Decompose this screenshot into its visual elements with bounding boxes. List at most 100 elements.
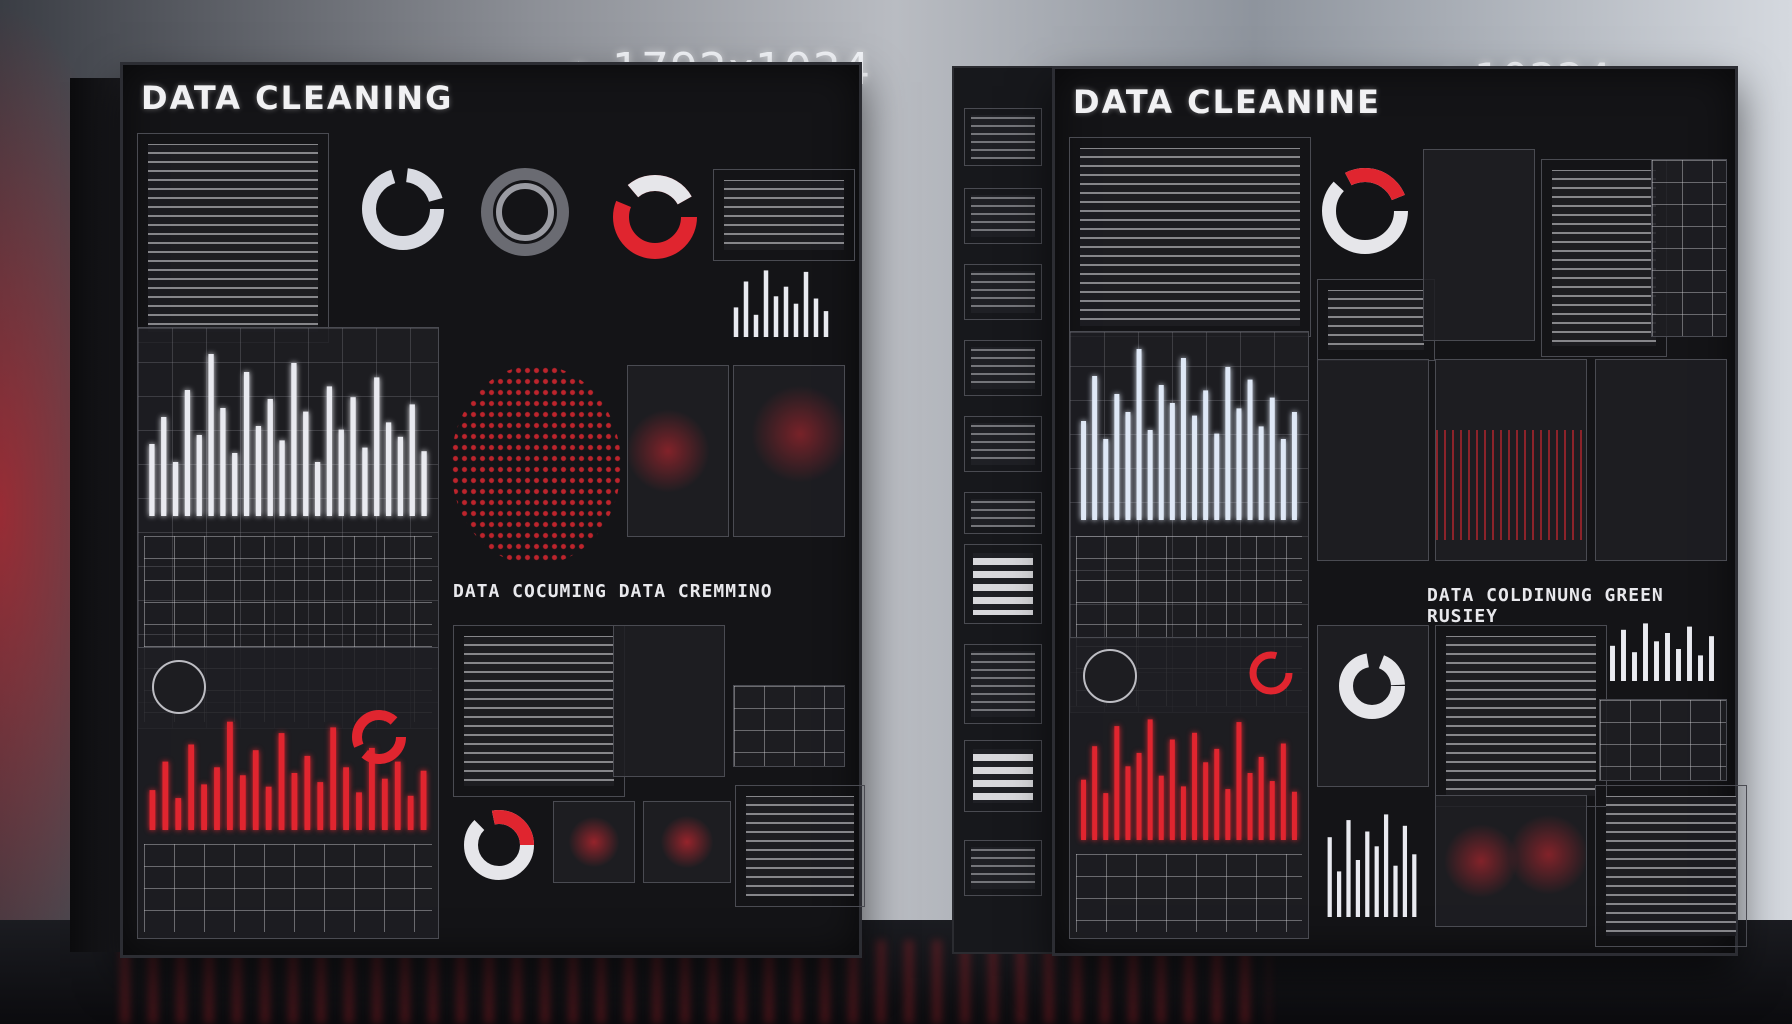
bar <box>1610 645 1615 681</box>
bar <box>1203 762 1209 840</box>
bar <box>1214 433 1220 520</box>
bar <box>1225 367 1231 520</box>
ring-gauge <box>481 168 569 256</box>
sidebar-item <box>964 740 1042 812</box>
bar <box>1203 390 1209 520</box>
sidebar-item <box>964 492 1042 534</box>
bar <box>1247 379 1253 520</box>
bar <box>362 447 368 516</box>
bar <box>793 303 799 337</box>
icon-card <box>643 801 731 883</box>
data-table <box>1651 159 1727 337</box>
text-card <box>735 785 865 907</box>
bar <box>317 782 324 830</box>
bar <box>1365 831 1370 917</box>
bar <box>1665 633 1670 681</box>
panel-title: DATA CLEANING <box>141 79 454 117</box>
panel-title: DATA CLEANINE <box>1073 83 1381 121</box>
red-bar-chart <box>149 721 427 830</box>
bar <box>420 770 427 830</box>
bar <box>813 298 819 337</box>
bar <box>1092 746 1098 840</box>
sidebar-item <box>964 416 1042 472</box>
sidebar-item <box>964 544 1042 624</box>
bar <box>1621 629 1626 681</box>
text-card <box>1317 279 1435 361</box>
bar <box>330 727 337 830</box>
section-label: DATA COCUMING DATA CREMMINO <box>453 581 773 602</box>
bar <box>162 761 169 830</box>
bar <box>1291 791 1297 840</box>
summary-text-card <box>1069 137 1311 337</box>
bar <box>149 790 156 830</box>
bar <box>369 747 375 830</box>
icon-card <box>1435 795 1587 927</box>
bar <box>1643 623 1648 681</box>
bar <box>291 363 297 516</box>
bar <box>397 436 404 516</box>
bar <box>1346 820 1351 917</box>
bar <box>733 307 739 337</box>
panel-right-sidebar <box>952 66 1056 954</box>
bar <box>175 798 182 830</box>
scatter-cloud <box>451 365 621 565</box>
panel-left-edge <box>70 78 122 952</box>
donut-chart-red <box>613 175 697 259</box>
bar <box>239 775 246 830</box>
bar <box>338 429 344 516</box>
badge-icon <box>152 660 206 714</box>
bar <box>356 792 362 830</box>
bar <box>267 399 273 516</box>
bar <box>1103 793 1109 840</box>
bar <box>350 397 356 516</box>
dashboard-panel-right: DATA CLEANINE DATA COLDINUNG GREEN RUSIE… <box>1052 66 1747 956</box>
bar <box>1269 781 1275 840</box>
sketch-card <box>613 625 725 777</box>
data-table <box>144 844 432 932</box>
red-bar-chart <box>1081 719 1297 840</box>
bar <box>1402 825 1408 917</box>
bar <box>1258 756 1264 840</box>
text-card <box>453 625 625 797</box>
data-table <box>1599 699 1727 781</box>
bar <box>232 453 238 516</box>
bar <box>1192 415 1198 520</box>
bar <box>1258 426 1264 520</box>
bar <box>409 404 415 516</box>
bar <box>1676 649 1681 681</box>
bar <box>803 271 809 337</box>
mini-bar-chart <box>1327 814 1417 917</box>
bar <box>1280 743 1286 840</box>
bar <box>278 733 285 830</box>
section-label: DATA COLDINUNG GREEN RUSIEY <box>1427 585 1664 627</box>
bar <box>243 372 250 516</box>
bar <box>1225 789 1231 840</box>
sketch-card <box>1595 359 1727 561</box>
mini-bar-chart <box>733 270 829 337</box>
ring-gauge <box>1249 651 1293 695</box>
bar <box>1114 726 1120 840</box>
bar <box>214 767 220 830</box>
bar <box>1180 786 1186 840</box>
bar <box>1236 722 1242 840</box>
white-bar-chart <box>149 354 427 516</box>
bar <box>1336 871 1342 917</box>
donut-chart <box>362 168 444 250</box>
bar <box>343 767 349 830</box>
bar <box>227 721 233 830</box>
bar <box>1158 775 1164 840</box>
bar <box>255 426 262 516</box>
bar <box>208 354 214 516</box>
bar <box>1081 421 1087 520</box>
bar <box>1114 394 1120 520</box>
bar <box>188 744 195 830</box>
badge-icon <box>1083 649 1137 703</box>
network-card <box>627 365 729 537</box>
bar <box>184 390 191 516</box>
bar <box>304 755 311 830</box>
white-bar-chart <box>1081 349 1297 520</box>
bar <box>1355 860 1361 917</box>
sidebar-item <box>964 264 1042 320</box>
bar <box>763 270 769 337</box>
data-table <box>733 685 845 767</box>
